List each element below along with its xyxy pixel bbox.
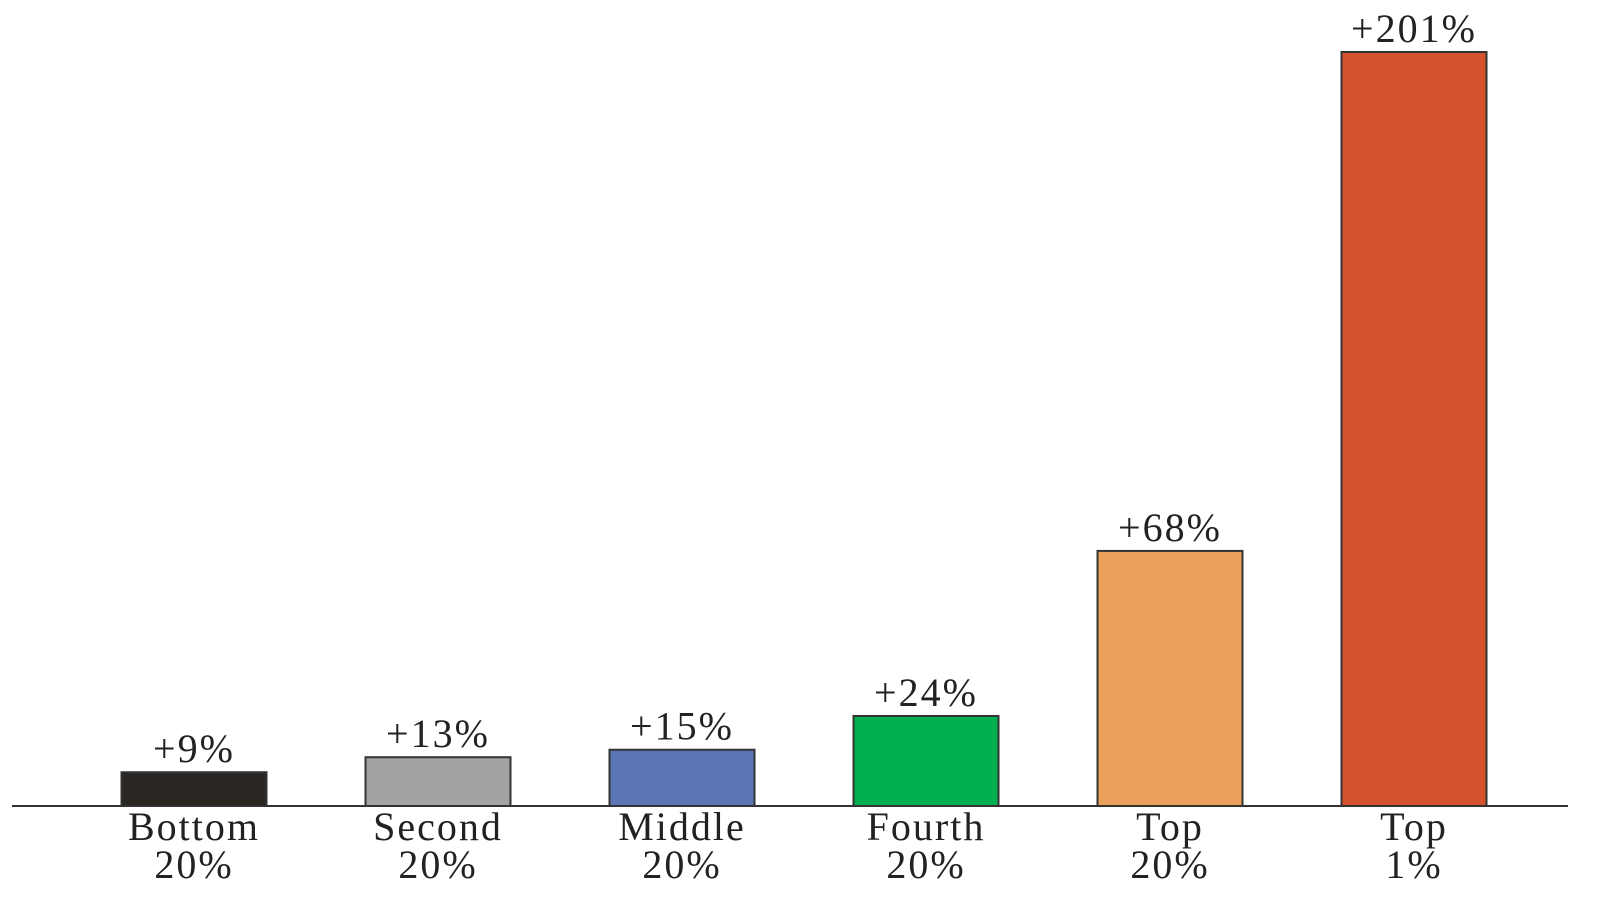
value-label: +13% (386, 711, 490, 756)
x-tick-label: Bottom 20% (127, 804, 261, 887)
bar (1096, 549, 1244, 807)
bar (1340, 51, 1488, 807)
bar (364, 756, 512, 807)
x-tick-label: Top 20% (1130, 804, 1210, 887)
value-label: +201% (1351, 6, 1477, 51)
value-label: +15% (630, 704, 734, 749)
x-tick-label: Top 1% (1380, 804, 1448, 887)
bar (120, 771, 268, 808)
x-tick-label: Second 20% (373, 804, 503, 887)
value-label: +9% (153, 726, 235, 771)
bar (852, 714, 1000, 808)
bar (608, 748, 756, 807)
value-label: +24% (874, 670, 978, 715)
x-tick-label: Fourth 20% (866, 804, 986, 887)
x-tick-label: Middle 20% (618, 804, 746, 887)
value-label: +68% (1118, 505, 1222, 550)
